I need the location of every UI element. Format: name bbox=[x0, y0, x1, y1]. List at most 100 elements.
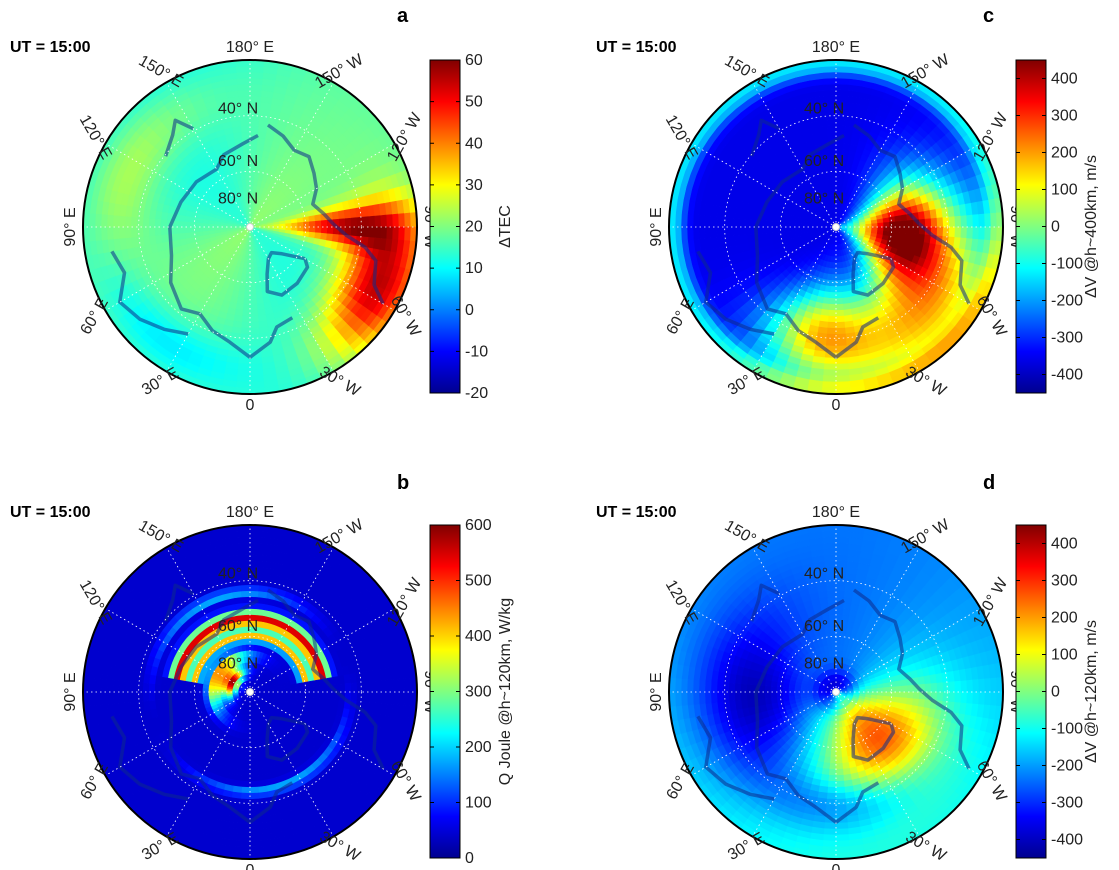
meridian-line bbox=[835, 143, 981, 228]
coastline bbox=[754, 598, 880, 825]
time-label: UT = 15:00 bbox=[596, 39, 677, 56]
lon-label: 180° E bbox=[226, 39, 274, 56]
colorbar-tick-label: 30 bbox=[465, 177, 483, 194]
meridian-line bbox=[249, 691, 395, 776]
colorbar-tick-label: 200 bbox=[1051, 610, 1078, 627]
coastline bbox=[749, 118, 780, 157]
colorbar-label: Q Joule @h~120km, W/kg bbox=[497, 598, 514, 785]
pole-marker bbox=[246, 223, 254, 231]
lat-label: 80° N bbox=[218, 655, 258, 672]
panel-letter: b bbox=[397, 472, 409, 494]
lon-label: 60° W bbox=[387, 758, 424, 805]
meridian-line bbox=[752, 691, 837, 837]
coastline bbox=[696, 715, 775, 801]
lon-label: 30° W bbox=[902, 828, 949, 865]
colorbar-tick-label: 200 bbox=[465, 739, 492, 756]
lon-label: 30° E bbox=[725, 365, 768, 399]
lon-label: 30° E bbox=[139, 365, 182, 399]
coastline bbox=[163, 118, 194, 157]
colorbar-tick-label: 300 bbox=[1051, 108, 1078, 125]
lon-label: 180° E bbox=[226, 504, 274, 521]
meridian-line bbox=[249, 608, 395, 693]
latitude-circle bbox=[779, 170, 893, 284]
panel-d: UT = 15:00 d 40° N 60° N 80° N 180° E 150° E… bbox=[586, 435, 1119, 870]
meridian-line bbox=[752, 82, 837, 228]
meridian-line bbox=[249, 82, 334, 228]
colorbar-tick-label: -100 bbox=[1051, 721, 1083, 738]
panel-b: UT = 15:00 b 40° N 60° N 80° N 180° E 150° E… bbox=[0, 435, 560, 870]
colorbar-tick-label: -20 bbox=[465, 385, 488, 402]
coastlines bbox=[110, 118, 385, 360]
coastline bbox=[168, 133, 294, 360]
lon-label: 90° E bbox=[648, 672, 665, 711]
meridian-line bbox=[835, 226, 920, 372]
coastline bbox=[265, 250, 310, 297]
colorbar-tick-label: 100 bbox=[465, 795, 492, 812]
coastlines bbox=[696, 118, 971, 360]
colorbar-tick-label: 0 bbox=[465, 850, 474, 867]
colorbar-label: ΔTEC bbox=[497, 205, 514, 248]
heatmap-cells bbox=[83, 60, 417, 394]
lat-label: 60° N bbox=[218, 153, 258, 170]
panel-letter: d bbox=[983, 472, 995, 494]
time-label: UT = 15:00 bbox=[596, 504, 677, 521]
colorbar-tick-label: 400 bbox=[465, 628, 492, 645]
coastline bbox=[110, 715, 189, 801]
coastlines bbox=[696, 583, 971, 825]
colorbar-tick-label: -300 bbox=[1051, 330, 1083, 347]
colorbar-tick-label: 600 bbox=[465, 517, 492, 534]
lat-label: 40° N bbox=[804, 566, 844, 583]
coastline bbox=[168, 598, 294, 825]
lat-label: 40° N bbox=[804, 101, 844, 118]
coastline bbox=[852, 123, 971, 305]
meridian-line bbox=[249, 547, 334, 693]
polar-grid bbox=[82, 524, 418, 860]
meridian-line bbox=[691, 608, 837, 693]
panel-c: UT = 15:00 c 40° N 60° N 80° N 180° E 150° E… bbox=[586, 0, 1119, 435]
colorbar: 600 500 400 300 200 100 0 Q Joule @h~120km, W/k… bbox=[429, 517, 514, 867]
meridian-line bbox=[249, 226, 395, 311]
colorbar-tick-label: 60 bbox=[465, 52, 483, 69]
colorbar-tick-label: 100 bbox=[1051, 647, 1078, 664]
meridian-line bbox=[835, 82, 920, 228]
lat-label: 60° N bbox=[804, 153, 844, 170]
meridian-line bbox=[835, 691, 920, 837]
map-border bbox=[82, 524, 418, 860]
colorbar: 400 300 200 100 0 -100 -200 -300 -400 ΔV @h~400km… bbox=[1015, 59, 1100, 394]
meridian-line bbox=[166, 691, 251, 837]
heatmap-cells bbox=[83, 525, 417, 859]
lon-label: 90° E bbox=[62, 207, 79, 246]
meridian-line bbox=[166, 226, 251, 372]
colorbar: 400 300 200 100 0 -100 -200 -300 -400 ΔV @h~120km… bbox=[1015, 524, 1100, 859]
panel-a: UT = 15:00 a 40° N 60° N 80° N 180° E 150° E… bbox=[0, 0, 560, 435]
colorbar-tick-label: 400 bbox=[1051, 71, 1078, 88]
time-label: UT = 15:00 bbox=[10, 39, 91, 56]
colorbar-tick-label: -300 bbox=[1051, 795, 1083, 812]
meridian-line bbox=[691, 691, 837, 776]
meridian-line bbox=[166, 547, 251, 693]
lon-label: 60° E bbox=[664, 295, 698, 338]
coastline bbox=[851, 715, 896, 762]
meridian-line bbox=[835, 691, 981, 776]
colorbar-tick-label: 50 bbox=[465, 94, 483, 111]
meridian-line bbox=[249, 691, 334, 837]
meridian-line bbox=[105, 226, 251, 311]
lon-label: 0 bbox=[246, 862, 255, 870]
meridian-line bbox=[105, 691, 251, 776]
colorbar-tick-label: -200 bbox=[1051, 293, 1083, 310]
lon-label: 30° E bbox=[139, 830, 182, 864]
colorbar-label: ΔV @h~120km, m/s bbox=[1083, 620, 1100, 763]
meridian-line bbox=[835, 608, 981, 693]
colorbar-tick-label: -400 bbox=[1051, 832, 1083, 849]
latitude-circle bbox=[724, 115, 948, 339]
coastline bbox=[163, 583, 194, 622]
meridian-line bbox=[835, 547, 920, 693]
lat-label: 80° N bbox=[804, 190, 844, 207]
colorbar-tick-label: 40 bbox=[465, 135, 483, 152]
lon-label: 0 bbox=[246, 397, 255, 414]
meridian-line bbox=[835, 226, 981, 311]
